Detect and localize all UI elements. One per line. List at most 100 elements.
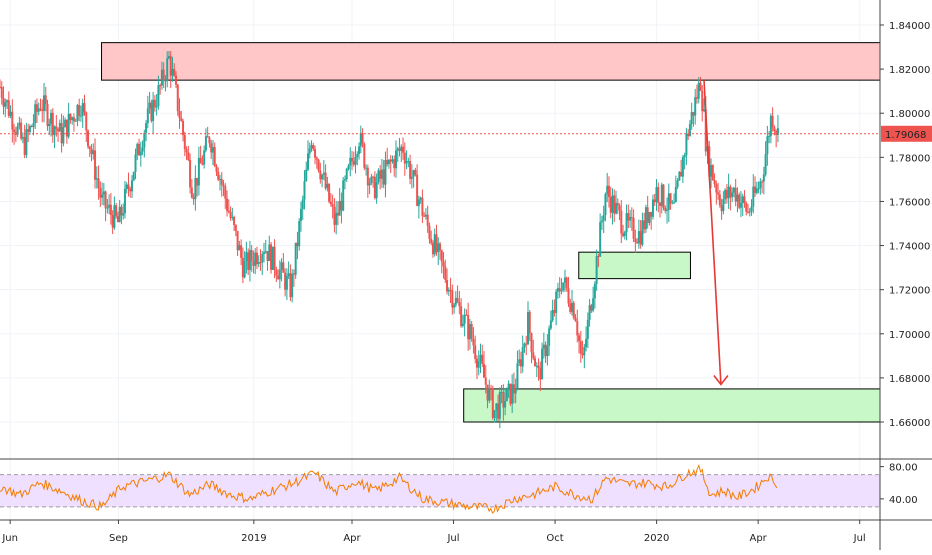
time-tick-label: 2020	[644, 533, 669, 544]
candle-body	[129, 188, 132, 192]
candle-body	[657, 187, 660, 203]
candle-body	[674, 186, 677, 203]
candle-body	[192, 197, 195, 200]
candle-body	[268, 244, 271, 261]
candle-body	[736, 194, 739, 202]
candle-body	[458, 302, 461, 307]
projection-arrow	[703, 80, 722, 385]
price-tick-label: 1.80000	[889, 109, 930, 120]
candle-body	[569, 303, 572, 312]
candle-body	[618, 205, 621, 211]
candle-body	[34, 104, 37, 124]
candle-body	[275, 269, 278, 276]
candle-body	[321, 174, 324, 180]
candle-body	[104, 191, 107, 209]
candle-body	[67, 113, 70, 137]
candle-body	[662, 184, 665, 208]
candle-body	[750, 206, 753, 212]
candle-body	[542, 344, 545, 349]
candle-body	[180, 118, 183, 122]
candle-body	[766, 136, 769, 155]
candle-body	[41, 109, 44, 111]
candle-body	[759, 181, 762, 189]
candle-body	[81, 103, 84, 116]
candle-body	[449, 289, 452, 291]
candle-body	[630, 217, 633, 219]
candle-body	[592, 298, 595, 311]
candle-body	[666, 209, 669, 211]
candle-body	[60, 123, 63, 144]
candle-body	[2, 97, 5, 107]
candle-body	[106, 207, 109, 209]
candle-body	[101, 194, 104, 198]
candle-body	[595, 256, 598, 284]
candle-body	[62, 127, 65, 144]
candle-body	[224, 186, 227, 199]
candle-body	[116, 215, 119, 223]
candle-body	[331, 204, 334, 207]
candle-body	[541, 348, 544, 380]
candle-body	[641, 220, 644, 245]
candle-body	[176, 84, 179, 112]
candle-body	[440, 250, 443, 262]
candle-body	[655, 187, 658, 203]
candle-body	[236, 230, 239, 251]
candle-body	[481, 354, 484, 365]
candle-body	[226, 198, 229, 211]
candle-body	[521, 347, 524, 367]
candle-body	[609, 197, 612, 213]
candle-body	[240, 245, 243, 258]
candle-body	[351, 157, 353, 162]
candle-body	[71, 117, 74, 120]
candle-body	[398, 148, 401, 151]
candle-body	[171, 69, 174, 76]
candle-body	[43, 95, 45, 111]
candle-body	[764, 154, 767, 175]
candle-body	[704, 109, 707, 152]
candle-body	[335, 212, 338, 225]
candle-body	[646, 207, 649, 223]
time-tick-label: Jul	[853, 533, 866, 544]
candle-body	[669, 193, 672, 204]
candle-body	[703, 109, 705, 112]
candle-body	[361, 132, 364, 144]
price-tick-label: 1.74000	[889, 242, 930, 253]
candle-body	[395, 150, 397, 169]
candle-body	[650, 212, 653, 217]
candle-body	[289, 273, 292, 298]
candle-body	[734, 187, 737, 202]
candle-body	[328, 183, 331, 202]
candle-body	[636, 242, 639, 244]
candle-body	[405, 161, 408, 164]
candle-body	[210, 143, 213, 153]
candle-body	[433, 234, 436, 255]
candle-body	[442, 261, 445, 267]
candle-body	[78, 105, 81, 116]
candle-body	[430, 238, 433, 244]
candle-body	[660, 184, 663, 206]
candle-body	[247, 252, 250, 270]
candle-body	[53, 126, 56, 136]
candle-body	[468, 324, 471, 340]
candle-body	[747, 211, 749, 213]
price-tick-label: 1.68000	[889, 374, 930, 385]
candle-body	[48, 123, 51, 127]
candle-body	[421, 197, 424, 216]
candle-body	[359, 132, 362, 147]
candle-body	[79, 115, 82, 117]
candle-body	[284, 272, 287, 290]
candle-body	[586, 319, 589, 339]
candle-body	[386, 160, 389, 165]
candle-body	[757, 188, 760, 190]
candle-body	[50, 112, 53, 124]
candles	[0, 50, 779, 429]
candle-body	[544, 344, 547, 357]
candle-body	[21, 137, 24, 139]
candle-body	[261, 254, 264, 263]
candle-body	[222, 184, 225, 187]
candle-body	[754, 186, 757, 193]
candle-body	[291, 273, 294, 298]
candle-body	[532, 352, 535, 359]
candle-body	[653, 199, 656, 203]
